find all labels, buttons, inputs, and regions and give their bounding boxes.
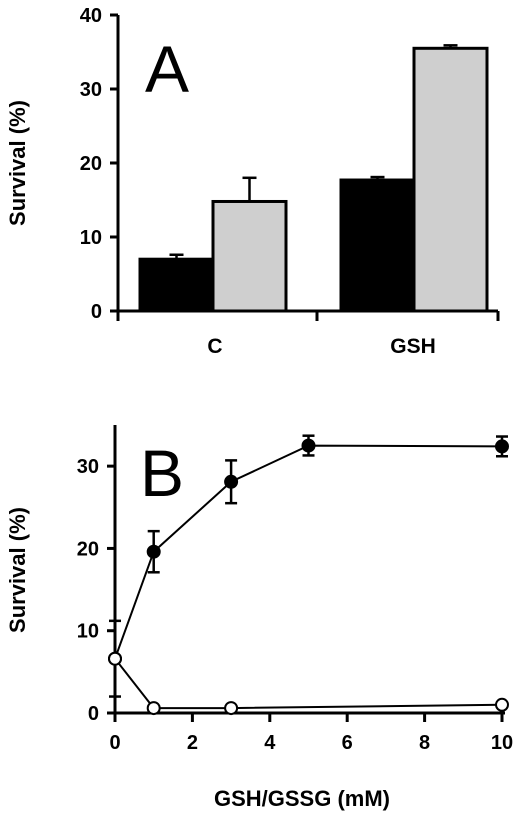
panel-a: 0 10 20 30 40 A C GSH Survival (%) <box>5 5 500 358</box>
y-tick-label: 10 <box>80 227 102 249</box>
panel-b-y-ticks: 0 10 20 30 <box>77 456 115 725</box>
category-label-c: C <box>207 335 222 358</box>
y-tick-label: 20 <box>77 538 99 560</box>
y-tick-label: 0 <box>88 703 99 725</box>
x-tick-label: 4 <box>264 732 276 754</box>
x-tick-label: 10 <box>491 732 513 754</box>
panel-a-bars <box>138 44 489 313</box>
data-point-open <box>146 701 161 716</box>
data-point-open <box>108 651 122 666</box>
y-tick-label: 40 <box>80 5 102 27</box>
data-point-open <box>224 701 239 716</box>
panel-b-y-axis-label: Survival (%) <box>5 507 30 633</box>
x-tick-label: 0 <box>109 732 120 754</box>
bar <box>339 178 416 313</box>
panel-b-x-ticks: 0 2 4 6 8 10 <box>109 713 513 754</box>
y-tick-label: 10 <box>77 621 99 643</box>
data-point-filled <box>224 474 239 489</box>
panel-b-label: B <box>140 436 184 510</box>
data-point-filled <box>495 439 509 454</box>
y-tick-label: 0 <box>91 301 102 323</box>
panel-a-label: A <box>145 32 189 106</box>
y-tick-label: 30 <box>80 79 102 101</box>
category-label-gsh: GSH <box>390 335 436 358</box>
panel-b: 0 10 20 30 0 2 4 6 8 10 B Survival (%) GSH/GSSG … <box>5 425 513 811</box>
bar <box>412 46 489 313</box>
panel-b-series <box>108 434 509 716</box>
panel-a-y-axis-label: Survival (%) <box>5 100 30 226</box>
x-tick-label: 2 <box>187 732 198 754</box>
x-tick-label: 6 <box>342 732 353 754</box>
y-tick-label: 30 <box>77 456 99 478</box>
bar <box>211 199 288 313</box>
panel-a-y-ticks: 0 10 20 30 40 <box>80 5 500 323</box>
bar <box>138 257 215 313</box>
y-tick-label: 20 <box>80 153 102 175</box>
x-tick-label: 8 <box>419 732 430 754</box>
series-line <box>114 658 503 710</box>
data-point-filled <box>301 438 316 453</box>
data-point-filled <box>146 544 161 559</box>
data-point-open <box>495 697 509 712</box>
panel-b-x-axis-label: GSH/GSSG (mM) <box>214 786 390 811</box>
